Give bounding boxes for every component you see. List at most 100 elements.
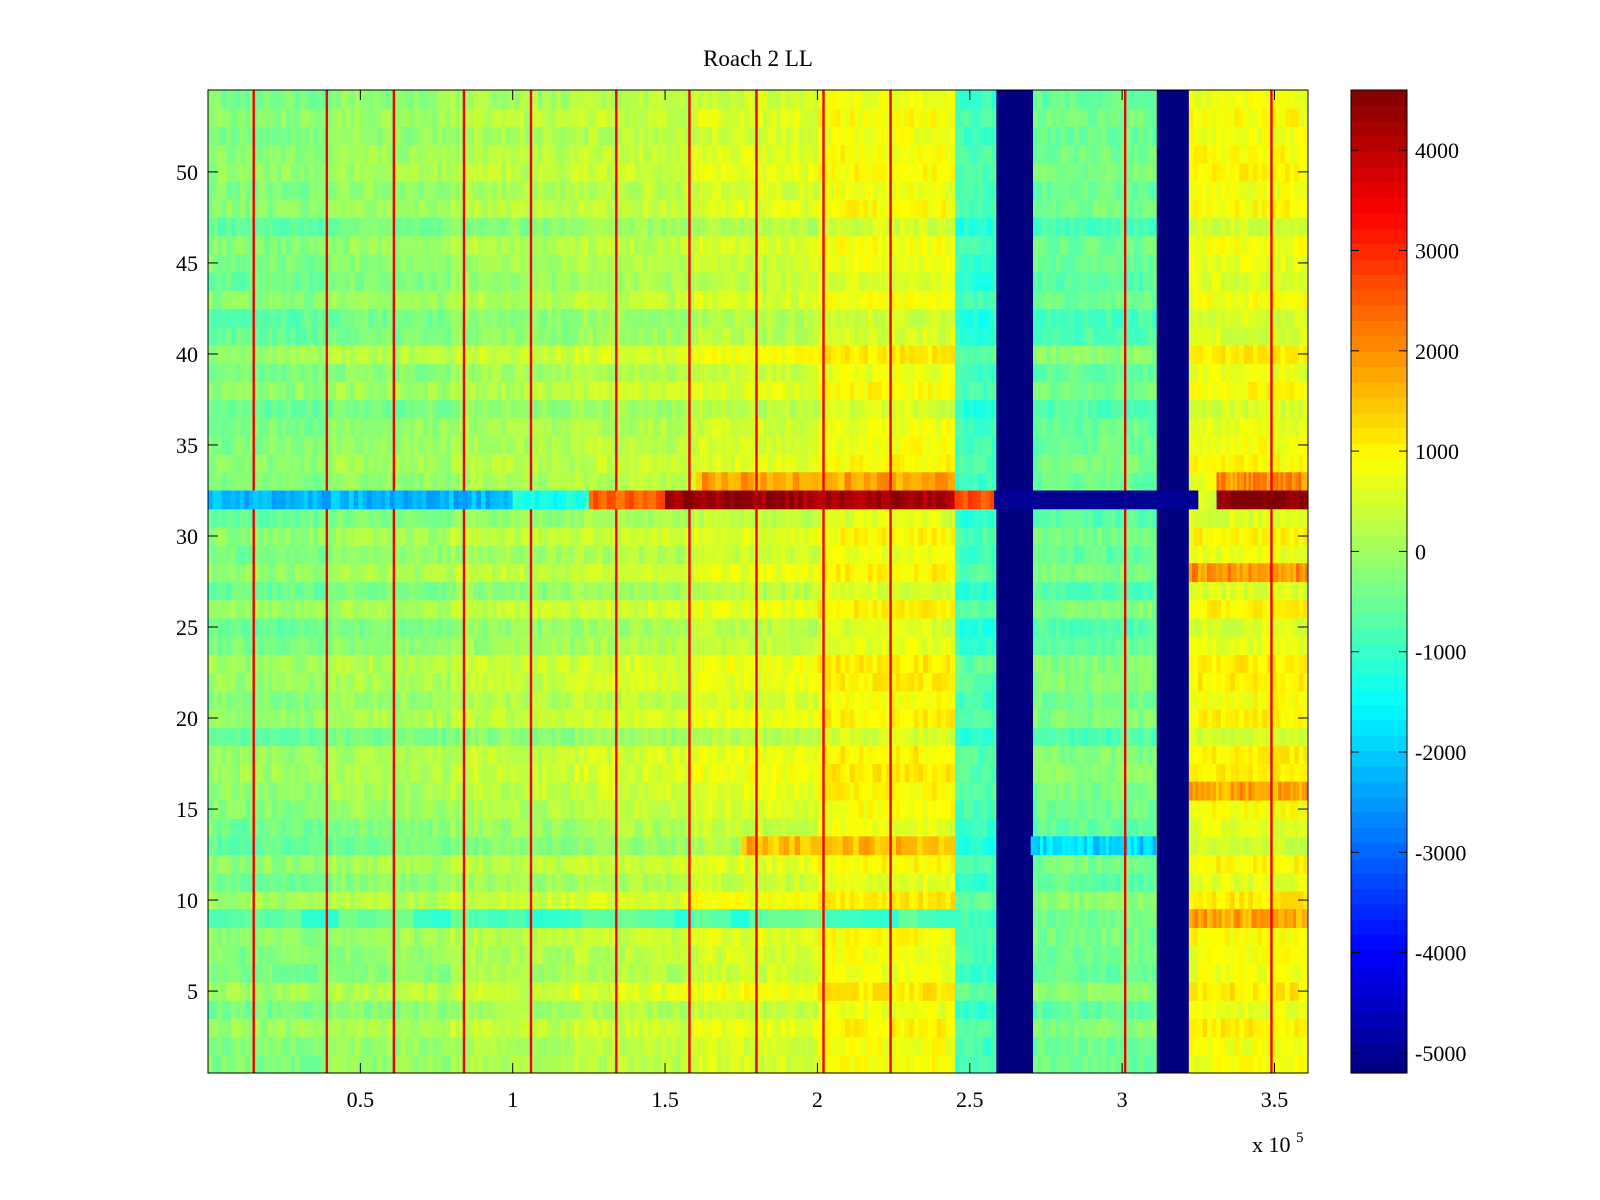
heatmap-cell — [868, 690, 874, 710]
heatmap-cell — [345, 745, 351, 765]
heatmap-cell — [1074, 1054, 1080, 1073]
heatmap-cell — [881, 708, 887, 728]
heatmap-cell — [455, 927, 461, 947]
heatmap-cell — [1253, 890, 1259, 910]
chart-title: Roach 2 LL — [703, 46, 813, 71]
heatmap-cell — [758, 799, 764, 819]
heatmap-cell — [313, 963, 319, 983]
heatmap-cell — [377, 763, 383, 783]
heatmap-cell — [982, 818, 988, 837]
heatmap-cell — [955, 799, 961, 819]
heatmap-cell — [730, 1018, 736, 1038]
heatmap-cell — [492, 872, 498, 892]
heatmap-cell — [505, 836, 512, 856]
heatmap-cell — [785, 854, 791, 874]
heatmap-cell — [272, 1054, 278, 1073]
heatmap-cell — [208, 945, 214, 965]
heatmap-cell — [1083, 1036, 1089, 1056]
heatmap-cell — [327, 981, 333, 1001]
heatmap-cell — [1220, 708, 1227, 728]
heatmap-cell — [1175, 927, 1181, 947]
heatmap-cell — [285, 945, 292, 965]
heatmap-cell — [478, 945, 484, 965]
heatmap-cell — [606, 818, 612, 837]
heatmap-cell — [721, 763, 727, 783]
heatmap-cell — [1069, 963, 1075, 983]
heatmap-cell — [634, 963, 640, 983]
heatmap-cell — [817, 727, 823, 746]
heatmap-cell — [299, 963, 305, 983]
heatmap-cell — [675, 818, 681, 837]
heatmap-cell — [327, 799, 333, 819]
heatmap-cell — [1170, 927, 1176, 947]
heatmap-cell — [1143, 981, 1149, 1001]
heatmap-cell — [877, 763, 883, 783]
heatmap-cell — [533, 872, 539, 892]
heatmap-cell — [1033, 981, 1039, 1001]
heatmap-cell — [703, 763, 709, 783]
heatmap-cell — [913, 981, 920, 1001]
heatmap-cell — [973, 836, 979, 856]
heatmap-cell — [597, 690, 603, 710]
heatmap-cell — [904, 799, 910, 819]
heatmap-cell — [693, 708, 700, 728]
heatmap-cell — [363, 1000, 370, 1019]
heatmap-cell — [968, 690, 975, 710]
heatmap-cell — [1248, 799, 1254, 819]
heatmap-cell — [670, 690, 677, 710]
heatmap-cell — [1289, 872, 1295, 892]
heatmap-cell — [345, 1018, 351, 1038]
heatmap-cell — [253, 781, 260, 801]
heatmap-cell — [1294, 818, 1300, 837]
heatmap-cell — [735, 836, 741, 856]
heatmap-cell — [565, 1018, 571, 1038]
heatmap-cell — [1184, 981, 1190, 1001]
heatmap-cell — [776, 1018, 782, 1038]
heatmap-cell — [505, 1054, 512, 1073]
heatmap-cell — [1211, 1000, 1217, 1019]
heatmap-cell — [565, 708, 571, 728]
heatmap-cell — [1170, 1054, 1176, 1073]
heatmap-cell — [363, 927, 370, 947]
heatmap-cell — [1280, 945, 1286, 965]
heatmap-cell — [542, 1000, 548, 1019]
heatmap-cell — [230, 1018, 237, 1038]
heatmap-cell — [515, 963, 521, 983]
heatmap-cell — [689, 872, 695, 892]
heatmap-cell — [643, 854, 649, 874]
heatmap-cell — [1065, 1018, 1071, 1038]
heatmap-cell — [441, 727, 447, 746]
heatmap-cell — [716, 927, 722, 947]
heatmap-cell — [368, 927, 374, 947]
heatmap-cell — [340, 745, 347, 765]
heatmap-cell — [886, 745, 892, 765]
heatmap-cell — [519, 963, 525, 983]
heatmap-cell — [1138, 799, 1144, 819]
heatmap-cell — [1253, 708, 1259, 728]
heatmap-cell — [1010, 708, 1016, 728]
heatmap-cell — [290, 690, 296, 710]
heatmap-cell — [350, 708, 356, 728]
heatmap-cell — [1101, 708, 1107, 728]
heatmap-cell — [359, 1036, 365, 1056]
heatmap-cell — [395, 981, 402, 1001]
heatmap-cell — [629, 927, 635, 947]
heatmap-cell — [955, 890, 961, 910]
heatmap-cell — [290, 1000, 296, 1019]
heatmap-cell — [794, 927, 800, 947]
heatmap-cell — [684, 854, 690, 874]
heatmap-cell — [281, 1054, 287, 1073]
heatmap-cell — [579, 727, 585, 746]
heatmap-cell — [707, 781, 713, 801]
heatmap-cell — [991, 854, 997, 874]
heatmap-cell — [1262, 799, 1268, 819]
heatmap-cell — [872, 945, 878, 965]
heatmap-cell — [377, 799, 383, 819]
heatmap-cell — [1298, 1018, 1305, 1038]
heatmap-cell — [295, 727, 301, 746]
heatmap-cell — [551, 1054, 557, 1073]
heatmap-cell — [386, 927, 392, 947]
heatmap-cell — [689, 854, 695, 874]
heatmap-cell — [1028, 1000, 1034, 1019]
